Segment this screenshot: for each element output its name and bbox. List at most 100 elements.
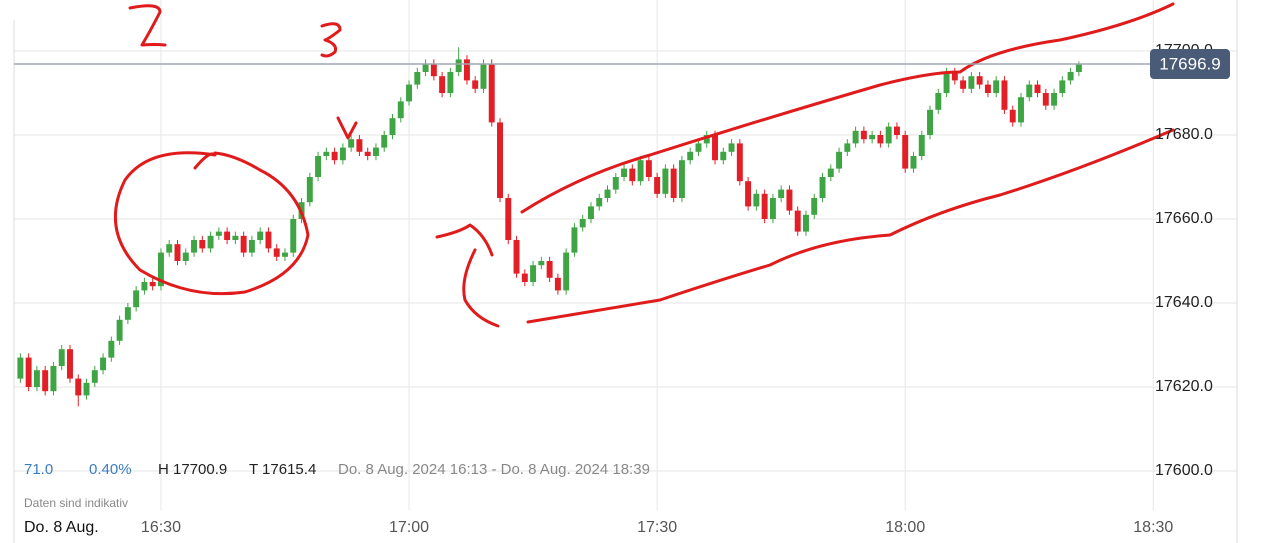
y-tick-label: 17640.0 bbox=[1155, 294, 1213, 311]
candle-body bbox=[803, 214, 809, 232]
candle-body bbox=[315, 156, 322, 177]
candle-body bbox=[530, 265, 537, 282]
x-tick-label: 16:30 bbox=[141, 519, 181, 536]
candle-body bbox=[976, 76, 983, 85]
candle-body bbox=[282, 252, 288, 257]
candle-body bbox=[58, 349, 65, 366]
candle-body bbox=[100, 357, 107, 371]
candle-body bbox=[108, 340, 115, 358]
candle-body bbox=[25, 357, 32, 387]
candle-body bbox=[364, 151, 371, 156]
candle-body bbox=[745, 181, 752, 207]
candle-body bbox=[1067, 72, 1074, 81]
candle-body bbox=[1051, 93, 1058, 106]
candle-body bbox=[389, 118, 396, 135]
candle-body bbox=[224, 231, 231, 240]
candle-body bbox=[455, 59, 462, 72]
candle-body bbox=[794, 210, 801, 232]
candle-body bbox=[174, 244, 181, 261]
candle-body bbox=[42, 370, 49, 392]
candle-body bbox=[902, 135, 909, 169]
candle-body bbox=[1001, 80, 1008, 110]
y-tick-label: 17680.0 bbox=[1155, 126, 1213, 143]
candle-body bbox=[513, 240, 520, 274]
candle-body bbox=[637, 160, 644, 182]
annotations bbox=[113, 2, 1175, 328]
candle-body bbox=[480, 63, 487, 89]
candle-body bbox=[488, 63, 495, 123]
candle-body bbox=[695, 143, 702, 152]
candle-body bbox=[372, 147, 379, 156]
candle-body bbox=[306, 177, 313, 203]
candle-body bbox=[439, 76, 446, 93]
candle-body bbox=[157, 252, 164, 287]
candle-body bbox=[273, 248, 280, 257]
candle-body bbox=[521, 273, 528, 282]
candle-body bbox=[670, 168, 677, 198]
candle-body bbox=[786, 189, 793, 211]
candle-body bbox=[687, 151, 694, 161]
candle-body bbox=[141, 282, 148, 291]
change: 71.0 bbox=[24, 461, 53, 478]
candle-body bbox=[133, 290, 140, 308]
candle-body bbox=[612, 177, 619, 190]
range: Do. 8 Aug. 2024 16:13 - Do. 8 Aug. 2024 … bbox=[338, 461, 650, 478]
candle-body bbox=[571, 227, 578, 253]
candle-body bbox=[1059, 80, 1066, 93]
grid bbox=[14, 0, 1237, 510]
candle-body bbox=[1042, 93, 1049, 106]
candle-body bbox=[265, 231, 272, 249]
date-label: Do. 8 Aug. bbox=[24, 519, 99, 536]
candle-body bbox=[910, 156, 917, 169]
candle-body bbox=[629, 168, 636, 182]
candle-body bbox=[166, 244, 173, 253]
candle-body bbox=[505, 198, 512, 240]
candle-body bbox=[596, 198, 603, 207]
candle-body bbox=[472, 80, 479, 89]
candle-body bbox=[927, 109, 934, 135]
y-tick-label: 17620.0 bbox=[1155, 378, 1213, 395]
candle-body bbox=[430, 63, 437, 77]
candle-body bbox=[1009, 109, 1016, 123]
candle-body bbox=[447, 72, 454, 93]
low: T 17615.4 bbox=[249, 461, 316, 478]
candle-body bbox=[993, 80, 1000, 93]
candle-body bbox=[67, 349, 73, 379]
candle-body bbox=[91, 370, 98, 383]
x-tick-label: 17:30 bbox=[637, 519, 677, 536]
candle-body bbox=[1026, 84, 1033, 98]
candle-body bbox=[844, 143, 851, 152]
high: H 17700.9 bbox=[158, 461, 227, 478]
candle-body bbox=[339, 147, 346, 161]
candle-body bbox=[1034, 84, 1041, 93]
candle-body bbox=[728, 143, 735, 152]
candle-body bbox=[290, 219, 297, 253]
candle-body bbox=[893, 126, 900, 135]
candle-body bbox=[149, 282, 156, 287]
last-price-box bbox=[1150, 49, 1230, 80]
candle-body bbox=[497, 122, 503, 198]
change-percent: 0.40% bbox=[89, 461, 132, 478]
candle-body bbox=[621, 168, 628, 177]
candle-body bbox=[852, 130, 859, 144]
candle-body bbox=[1075, 64, 1082, 72]
candle-body bbox=[215, 231, 222, 236]
candle-body bbox=[678, 160, 685, 198]
candle-body bbox=[960, 80, 967, 89]
candle-body bbox=[356, 139, 363, 152]
candle-body bbox=[257, 231, 264, 240]
candle-body bbox=[827, 168, 834, 177]
candle-body bbox=[199, 240, 206, 249]
candle-body bbox=[753, 193, 760, 207]
candle-body bbox=[712, 135, 718, 161]
candle-body bbox=[885, 126, 892, 144]
candle-body bbox=[422, 63, 429, 72]
candle-body bbox=[819, 177, 826, 198]
candle-body bbox=[348, 139, 355, 148]
candle-body bbox=[191, 240, 198, 253]
y-tick-label: 17660.0 bbox=[1155, 210, 1213, 227]
candle-body bbox=[951, 72, 958, 81]
candle-body bbox=[17, 357, 24, 379]
candle-body bbox=[918, 135, 925, 156]
candle-body bbox=[869, 135, 876, 140]
